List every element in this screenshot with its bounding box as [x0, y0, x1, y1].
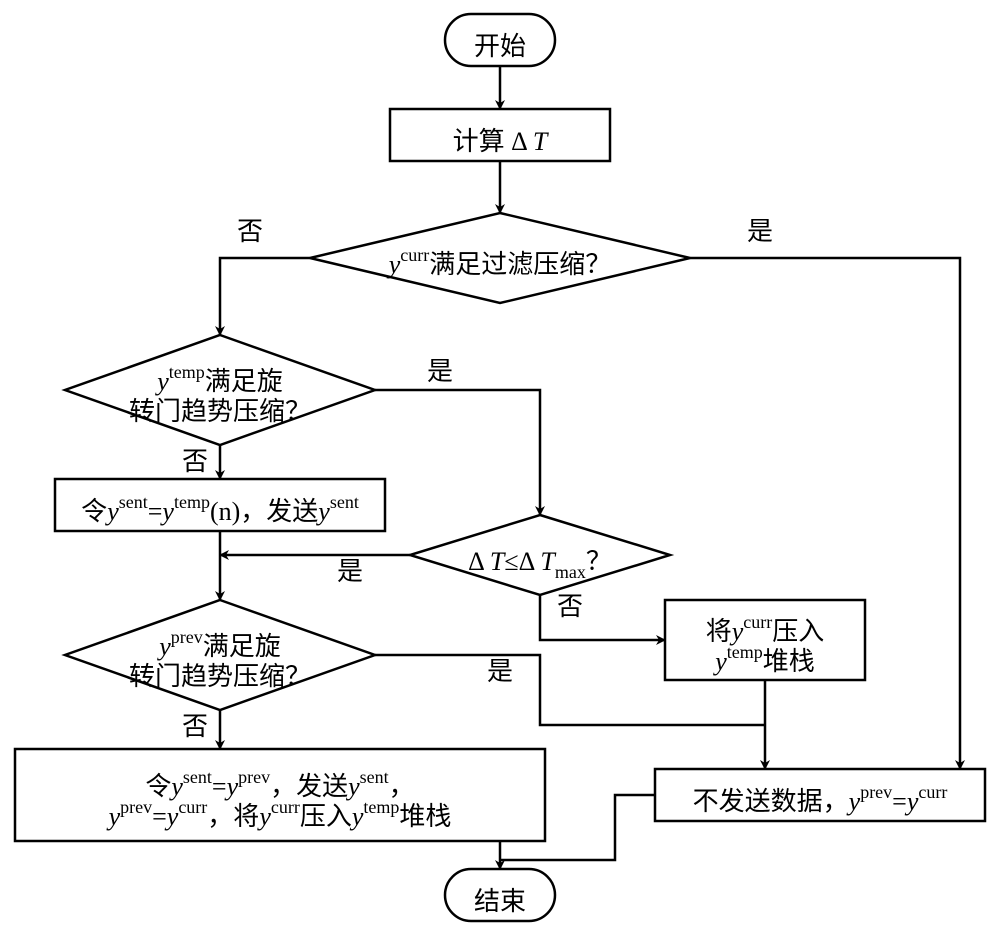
edge-label: 是 [487, 657, 513, 686]
node-d_filter: ycurr满足过滤压缩？ [310, 213, 690, 303]
node-sendPrev: 令ysent=yprev，发送ysent，yprev=ycurr，将ycurr压… [15, 749, 545, 841]
edge-d_filter-d_temp [220, 258, 310, 335]
node-d_dt: Δ T≤Δ Tmax？ [410, 515, 670, 595]
node-calcT: 计算 Δ T [390, 109, 610, 161]
node-start: 开始 [445, 14, 555, 66]
svg-text:不发送数据，yprev=ycurr: 不发送数据，yprev=ycurr [693, 782, 948, 816]
edge-label: 否 [237, 217, 263, 246]
edge-label: 是 [747, 217, 773, 246]
svg-text:计算 Δ T: 计算 Δ T [453, 127, 549, 156]
edge-label: 是 [427, 357, 453, 386]
node-end: 结束 [445, 869, 555, 921]
flowchart-svg: 否是否是是否否是开始计算 Δ Tycurr满足过滤压缩？ytemp满足旋转门趋势… [0, 0, 1000, 926]
edge-label: 否 [182, 712, 208, 741]
svg-text:开始: 开始 [474, 32, 526, 61]
edge-label: 否 [182, 447, 208, 476]
edge-d_temp-d_dt [375, 390, 540, 515]
edge-d_filter-noSend [690, 258, 960, 769]
node-d_prev: yprev满足旋转门趋势压缩？ [65, 600, 375, 710]
node-sendTemp: 令ysent=ytemp(n)，发送ysent [55, 479, 385, 531]
node-noSend: 不发送数据，yprev=ycurr [655, 769, 985, 821]
svg-text:结束: 结束 [474, 887, 526, 916]
node-pushTemp: 将ycurr压入ytemp堆栈 [665, 600, 865, 680]
node-d_temp: ytemp满足旋转门趋势压缩？ [65, 335, 375, 445]
edge-label: 否 [557, 592, 583, 621]
edge-label: 是 [337, 557, 363, 586]
